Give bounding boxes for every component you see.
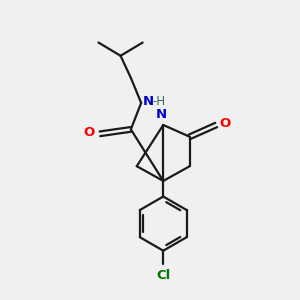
- Text: N: N: [142, 95, 154, 108]
- Text: Cl: Cl: [156, 269, 170, 282]
- Text: O: O: [220, 117, 231, 130]
- Text: N: N: [156, 108, 167, 121]
- Text: O: O: [83, 126, 94, 139]
- Text: -H: -H: [152, 95, 166, 108]
